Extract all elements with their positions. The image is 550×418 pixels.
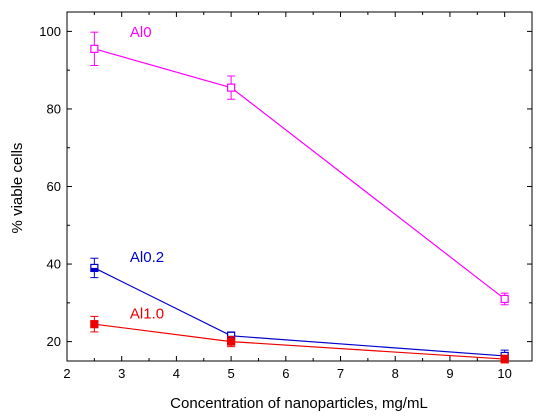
data-point — [500, 294, 509, 304]
y-tick-label: 20 — [47, 334, 61, 349]
x-tick-label: 7 — [337, 366, 344, 381]
series-line — [94, 323, 505, 360]
series-label-al0: Al0 — [130, 24, 152, 41]
x-axis-title: Concentration of nanoparticles, mg/mL — [170, 395, 428, 412]
y-tick-label: 100 — [39, 24, 61, 39]
x-tick-label: 9 — [446, 366, 453, 381]
y-axis-ticks: 20 40 60 80 100 — [39, 24, 532, 349]
series-layer — [90, 31, 509, 364]
data-point — [227, 337, 236, 346]
x-tick-label: 4 — [173, 366, 180, 381]
data-point — [90, 320, 99, 329]
y-tick-label: 40 — [47, 257, 61, 272]
y-tick-label: 80 — [47, 101, 61, 116]
y-tick-label: 60 — [47, 179, 61, 194]
series-al1-0 — [90, 315, 509, 364]
series-label-al1-0: Al1.0 — [130, 305, 164, 322]
series-label-al0-2: Al0.2 — [130, 249, 164, 266]
y-axis-title: % viable cells — [9, 143, 26, 234]
data-point — [90, 44, 99, 53]
x-tick-label: 6 — [282, 366, 289, 381]
series-al0 — [90, 31, 509, 306]
x-tick-label: 5 — [228, 366, 235, 381]
data-point-fill — [90, 267, 98, 272]
x-tick-label: 3 — [118, 366, 125, 381]
data-point — [227, 83, 236, 92]
x-axis-ticks: 2 3 4 5 6 7 8 9 10 — [63, 12, 512, 381]
x-tick-label: 8 — [392, 366, 399, 381]
x-tick-label: 2 — [63, 366, 70, 381]
data-point — [500, 354, 509, 364]
series-labels: Al0 Al0.2 Al1.0 — [130, 24, 164, 322]
x-tick-label: 10 — [497, 366, 511, 381]
